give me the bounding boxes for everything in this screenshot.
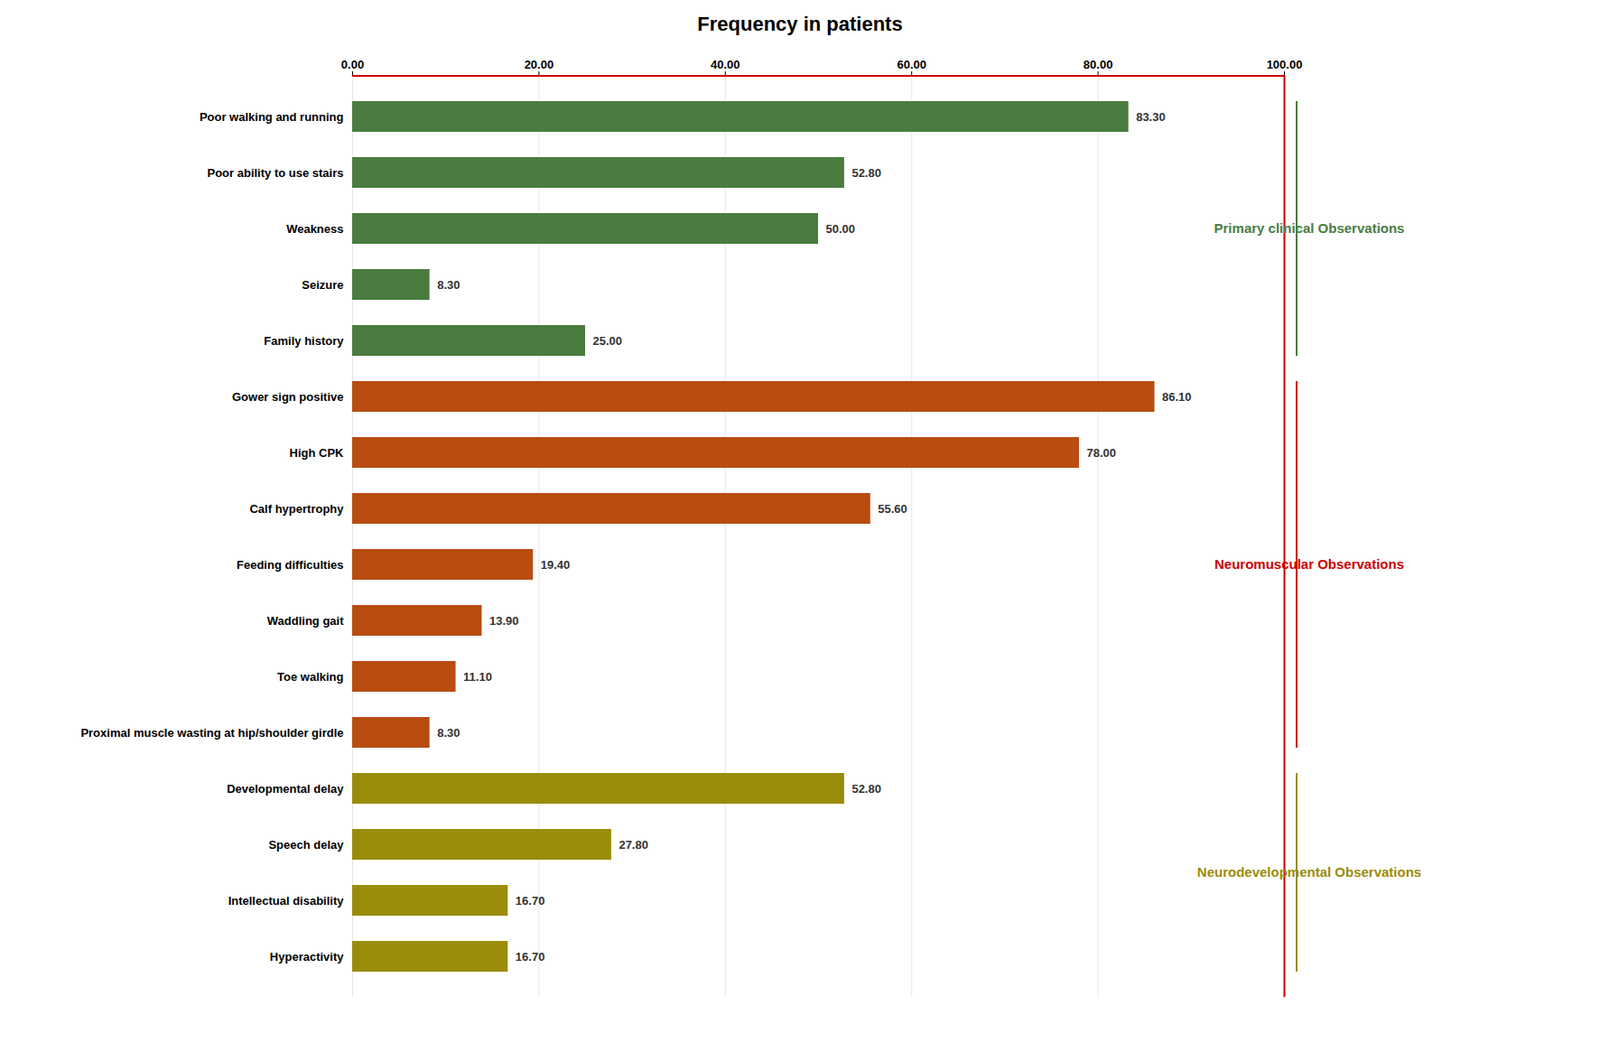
svg-text:83.30: 83.30	[1135, 110, 1166, 124]
svg-text:High CPK: High CPK	[289, 446, 345, 460]
svg-text:Speech delay: Speech delay	[268, 837, 345, 852]
svg-text:Family history: Family history	[263, 334, 345, 348]
svg-text:25.00: 25.00	[593, 334, 624, 348]
svg-text:8.30: 8.30	[437, 278, 460, 292]
svg-text:Intellectual disability: Intellectual disability	[228, 893, 345, 908]
svg-text:55.60: 55.60	[877, 502, 908, 516]
svg-text:Proximal muscle wasting at hip: Proximal muscle wasting at hip/shoulder …	[80, 725, 344, 740]
svg-text:11.10: 11.10	[463, 669, 493, 684]
html-text:Frequency in patients: Frequency in patients	[697, 12, 903, 36]
svg-text:50.00: 50.00	[826, 222, 856, 236]
svg-text:Poor walking and running: Poor walking and running	[199, 110, 345, 124]
svg-text:52.80: 52.80	[851, 166, 882, 180]
svg-text:Weakness: Weakness	[286, 222, 344, 236]
svg-text:Primary clinical Observations: Primary clinical Observations	[1214, 220, 1405, 236]
svg-text:Calf hypertrophy: Calf hypertrophy	[249, 502, 345, 516]
svg-text:16.70: 16.70	[515, 949, 546, 964]
svg-text:Developmental delay: Developmental delay	[226, 781, 345, 796]
svg-text:20.00: 20.00	[524, 57, 555, 72]
svg-text:Waddling gait: Waddling gait	[267, 613, 345, 628]
svg-text:8.30: 8.30	[437, 725, 460, 740]
svg-text:19.40: 19.40	[540, 558, 571, 572]
svg-text:16.70: 16.70	[515, 893, 546, 908]
svg-text:Neuromuscular Observations: Neuromuscular Observations	[1214, 556, 1405, 572]
svg-text:52.80: 52.80	[851, 781, 882, 796]
svg-text:27.80: 27.80	[618, 837, 649, 852]
svg-text:Hyperactivity: Hyperactivity	[269, 949, 345, 964]
svg-text:86.10: 86.10	[1162, 390, 1192, 404]
svg-text:100.00: 100.00	[1266, 57, 1303, 72]
svg-text:78.00: 78.00	[1086, 446, 1117, 460]
svg-text:13.90: 13.90	[489, 613, 520, 628]
svg-text:40.00: 40.00	[710, 57, 741, 72]
svg-text:80.00: 80.00	[1083, 57, 1114, 72]
svg-text:Seizure: Seizure	[301, 278, 344, 292]
svg-text:Poor ability to use stairs: Poor ability to use stairs	[207, 166, 345, 180]
svg-text:60.00: 60.00	[896, 57, 927, 72]
svg-text:Gower sign positive: Gower sign positive	[232, 390, 345, 404]
svg-text:Neurodevelopmental Observation: Neurodevelopmental Observations	[1197, 864, 1422, 880]
svg-text:0.00: 0.00	[341, 57, 364, 72]
svg-text:Toe walking: Toe walking	[277, 669, 344, 684]
svg-text:Feeding difficulties: Feeding difficulties	[236, 558, 344, 572]
